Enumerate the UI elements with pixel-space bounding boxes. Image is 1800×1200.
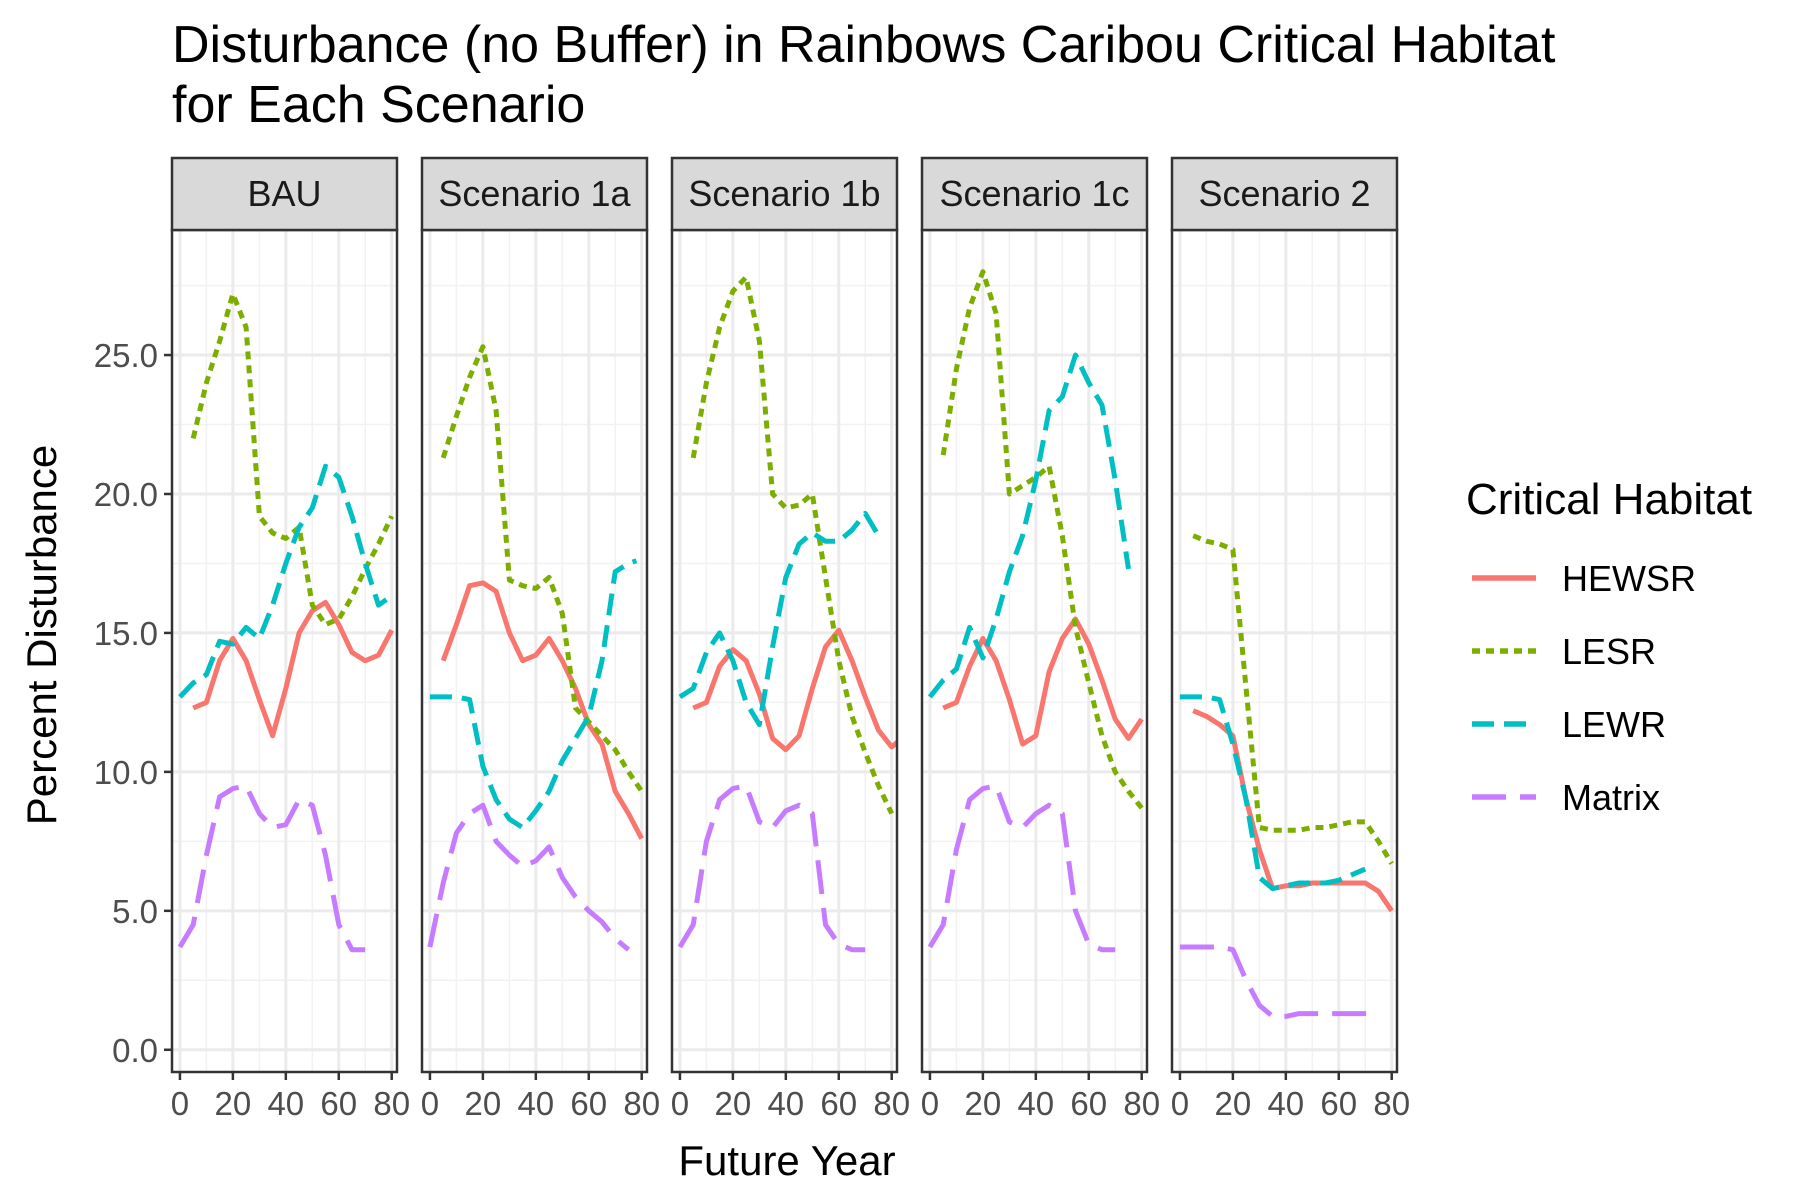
x-tick-label: 60 (320, 1085, 357, 1122)
series-line-matrix (677, 783, 866, 953)
facet-panel-2: Scenario 1a 0 20 40 60 80 (420, 156, 660, 1122)
x-tick-label: 40 (1017, 1085, 1054, 1122)
y-tick-label: 25.0 (94, 337, 158, 374)
facet-strip (1170, 156, 1399, 232)
y-tick-label: 15.0 (94, 615, 158, 652)
series-line-hewsr (440, 580, 644, 840)
x-tick-label: 60 (1320, 1085, 1357, 1122)
x-tick-label: 80 (373, 1085, 410, 1122)
x-tick-label: 20 (215, 1085, 252, 1122)
x-tick-label: 40 (1267, 1085, 1304, 1122)
series-line-lesr (440, 344, 644, 793)
chart-title-line-1: Disturbance (no Buffer) in Rainbows Cari… (172, 16, 1556, 74)
x-tick-label: 0 (921, 1085, 939, 1122)
y-tick-label: 10.0 (94, 754, 158, 791)
legend-label-lesr: LESR (1562, 631, 1656, 672)
legend-label-hewsr: HEWSR (1562, 558, 1696, 599)
x-tick-label: 40 (267, 1085, 304, 1122)
facet-panel-4: Scenario 1c 0 20 40 60 80 (920, 156, 1160, 1122)
x-tick-label: 60 (1070, 1085, 1107, 1122)
x-tick-label: 80 (1373, 1085, 1410, 1122)
series-line-matrix (427, 802, 631, 952)
series-line-lesr (940, 269, 1144, 810)
series-line-lewr (178, 463, 388, 699)
x-tick-label: 20 (715, 1085, 752, 1122)
series-line-matrix (927, 783, 1116, 953)
facet-strip-label: Scenario 2 (1198, 173, 1370, 214)
x-tick-label: 80 (1123, 1085, 1160, 1122)
y-axis-title: Percent Disturbance (18, 445, 65, 826)
facet-strip (670, 156, 899, 232)
series-line-matrix (177, 783, 366, 953)
x-tick-label: 60 (820, 1085, 857, 1122)
series-line-lewr (927, 352, 1131, 699)
chart-title-line-2: for Each Scenario (172, 76, 585, 134)
x-tick-label: 60 (570, 1085, 607, 1122)
facet-strip (420, 156, 649, 232)
x-tick-label: 40 (767, 1085, 804, 1122)
series-line-hewsr (192, 599, 394, 739)
x-tick-label: 20 (965, 1085, 1002, 1122)
facet-strip-label: Scenario 1a (438, 173, 631, 214)
series-line-lewr (429, 558, 638, 830)
legend-label-matrix: Matrix (1562, 777, 1660, 818)
facet-panels: BAU 0 20 40 60 80 0.0 5.0 10.0 15.0 20.0 25.0 Scenar… (94, 156, 1410, 1122)
legend: Critical Habitat HEWSR LESR LEWR Matrix (1466, 475, 1752, 818)
series-line-lewr (678, 510, 881, 728)
facet-panel-1: BAU 0 20 40 60 80 0.0 5.0 10.0 15.0 20.0 25.0 (94, 156, 410, 1122)
facet-strip-label: BAU (247, 173, 321, 214)
x-tick-label: 20 (1215, 1085, 1252, 1122)
facet-strip (920, 156, 1149, 232)
x-tick-label: 0 (421, 1085, 439, 1122)
x-tick-label: 20 (465, 1085, 502, 1122)
series-line-lewr (1179, 694, 1367, 892)
series-line-matrix (1179, 944, 1371, 1019)
series-line-lesr (690, 274, 894, 815)
y-tick-label: 5.0 (112, 893, 158, 930)
x-tick-label: 0 (1171, 1085, 1189, 1122)
legend-label-lewr: LEWR (1562, 704, 1666, 745)
series-line-hewsr (942, 616, 1144, 747)
x-tick-label: 80 (873, 1085, 910, 1122)
x-tick-label: 40 (517, 1085, 554, 1122)
facet-panel-3: Scenario 1b 0 20 40 60 80 (670, 156, 910, 1122)
y-tick-label: 20.0 (94, 476, 158, 513)
facet-strip-label: Scenario 1c (939, 173, 1129, 214)
facet-strip (170, 156, 399, 232)
facet-panel-5: Scenario 2 0 20 40 60 80 (1170, 156, 1410, 1122)
x-tick-label: 80 (623, 1085, 660, 1122)
x-tick-label: 0 (671, 1085, 689, 1122)
facet-strip-label: Scenario 1b (688, 173, 880, 214)
series-line-lesr (1192, 533, 1394, 865)
y-tick-label: 0.0 (112, 1032, 158, 1069)
x-axis-title: Future Year (678, 1137, 895, 1184)
legend-title: Critical Habitat (1466, 475, 1752, 524)
x-tick-label: 0 (171, 1085, 189, 1122)
